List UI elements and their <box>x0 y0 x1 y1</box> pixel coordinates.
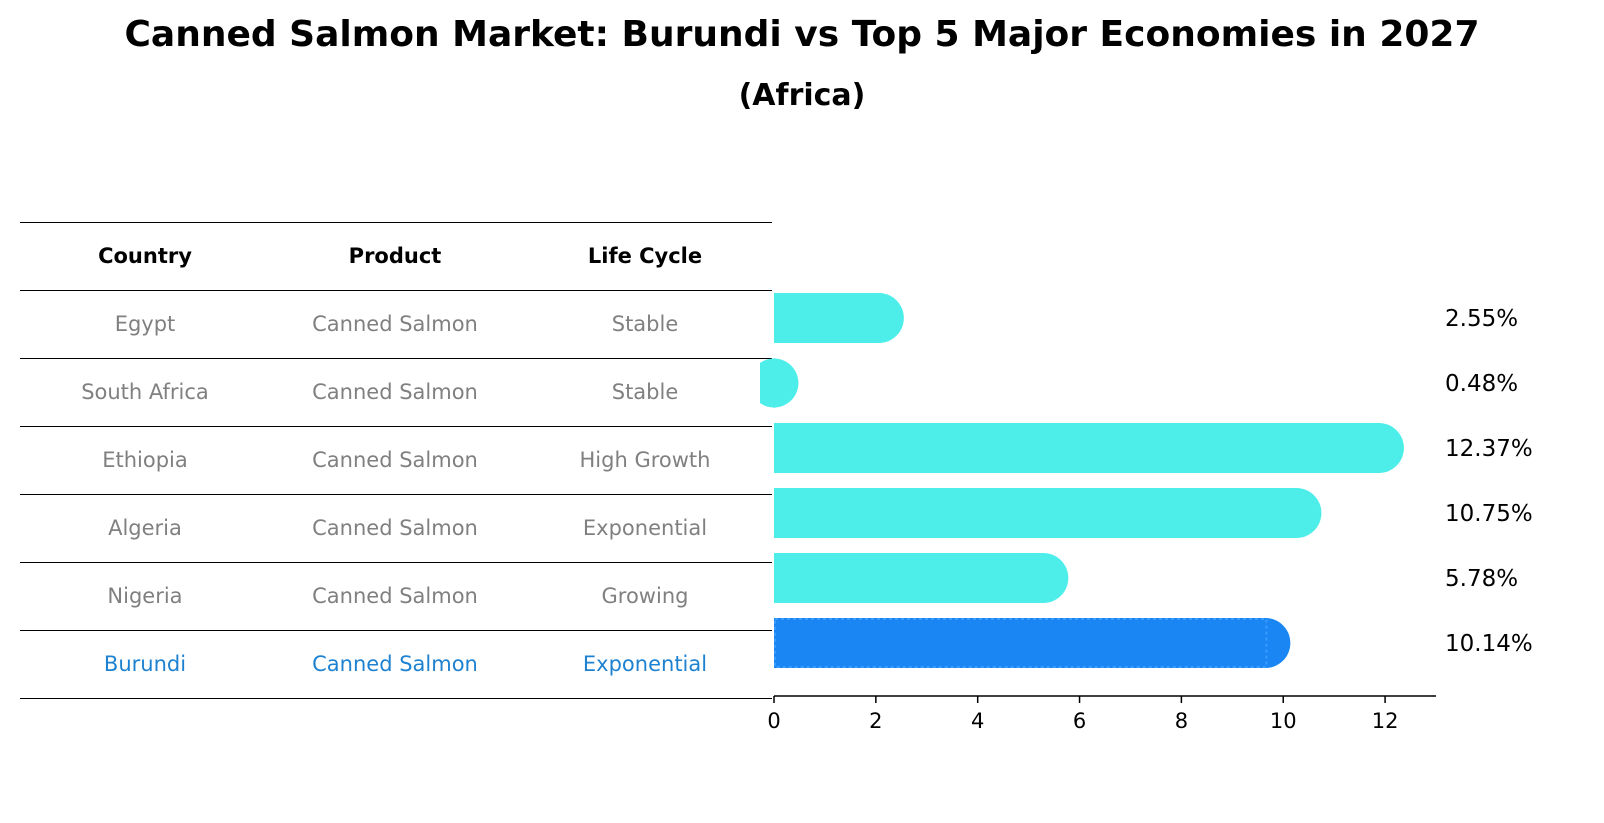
bar-cap <box>1240 618 1291 668</box>
value-label: 12.37% <box>1445 436 1533 462</box>
table-row: Egypt Canned Salmon Stable <box>20 290 772 358</box>
life-cycle-cell: Exponential <box>582 516 708 540</box>
x-tick-label: 4 <box>971 709 984 733</box>
bar-cap <box>1353 423 1404 473</box>
bar <box>774 618 1266 668</box>
life-cycle-cell: High Growth <box>579 448 711 472</box>
bar <box>774 488 1297 538</box>
life-cycle-cell: Exponential <box>582 652 708 676</box>
x-tick-label: 12 <box>1372 709 1399 733</box>
value-label: 10.75% <box>1445 501 1533 527</box>
bar-cap <box>853 293 904 343</box>
table-row: South Africa Canned Salmon Stable <box>20 358 772 426</box>
bar <box>774 553 1044 603</box>
bar-cap <box>760 358 799 408</box>
table-row: Nigeria Canned Salmon Growing <box>20 562 772 630</box>
chart-subtitle: (Africa) <box>738 78 866 113</box>
country-cell: Egypt <box>114 312 176 336</box>
header-product: Product <box>348 244 442 268</box>
value-label: 5.78% <box>1445 566 1518 592</box>
x-tick-label: 2 <box>869 709 882 733</box>
product-cell: Canned Salmon <box>312 312 478 336</box>
life-cycle-cell: Stable <box>611 312 679 336</box>
bar <box>774 423 1379 473</box>
bar-chart: 2.55% 0.48% 12.37% 10.75% 5.78% 10.14% 0 2 4 6 8 10… <box>760 293 1533 733</box>
table-row: Algeria Canned Salmon Exponential <box>20 494 772 562</box>
x-tick-label: 8 <box>1175 709 1188 733</box>
product-cell: Canned Salmon <box>312 448 478 472</box>
country-cell: Algeria <box>108 516 182 540</box>
value-label: 10.14% <box>1445 631 1533 657</box>
life-cycle-cell: Growing <box>601 584 689 608</box>
data-table: Country Product Life Cycle Egypt Canned … <box>20 222 772 699</box>
x-tick-label: 6 <box>1073 709 1086 733</box>
country-cell: Ethiopia <box>102 448 188 472</box>
value-label: 0.48% <box>1445 371 1518 397</box>
product-cell: Canned Salmon <box>312 380 478 404</box>
country-cell: South Africa <box>81 380 209 404</box>
product-cell: Canned Salmon <box>312 516 478 540</box>
product-cell: Canned Salmon <box>312 584 478 608</box>
chart-title: Canned Salmon Market: Burundi vs Top 5 M… <box>124 14 1480 55</box>
bar-cap <box>1018 553 1069 603</box>
value-label: 2.55% <box>1445 306 1518 332</box>
x-tick-label: 10 <box>1270 709 1297 733</box>
country-cell: Nigeria <box>107 584 183 608</box>
header-life-cycle: Life Cycle <box>587 244 703 268</box>
table-row-highlight: Burundi Canned Salmon Exponential <box>20 630 772 699</box>
life-cycle-cell: Stable <box>611 380 679 404</box>
table-header-row: Country Product Life Cycle <box>20 222 772 290</box>
bar-cap <box>1271 488 1322 538</box>
product-cell: Canned Salmon <box>312 652 478 676</box>
x-tick-label: 0 <box>767 709 780 733</box>
country-cell: Burundi <box>103 652 187 676</box>
header-country: Country <box>98 244 192 268</box>
table-row: Ethiopia Canned Salmon High Growth <box>20 426 772 494</box>
